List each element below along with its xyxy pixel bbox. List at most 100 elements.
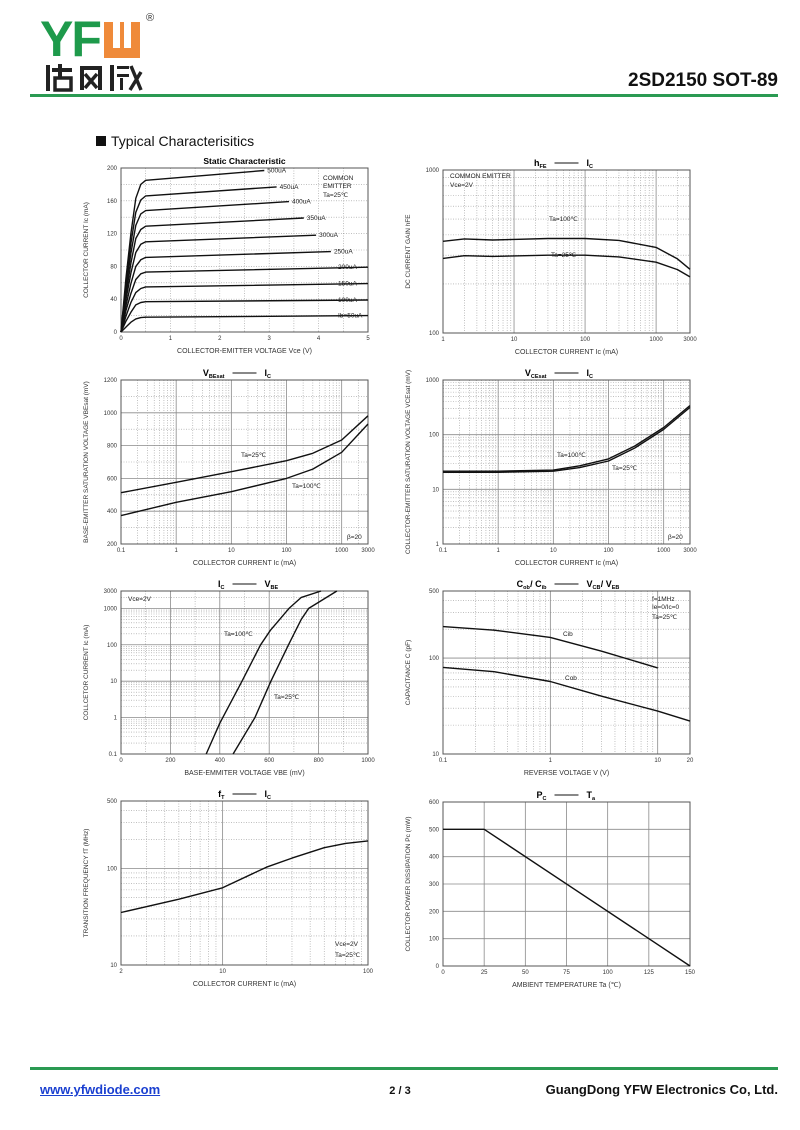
series-label: Ib=50uA bbox=[338, 313, 363, 320]
series-line bbox=[120, 840, 369, 914]
grid bbox=[121, 801, 368, 965]
y-axis-label: COLLCETOR CURRENT Ic (mA) bbox=[83, 625, 90, 721]
y-tick-label: 500 bbox=[429, 589, 440, 595]
y-axis-label: DC CURRENT GAIN hFE bbox=[405, 214, 412, 289]
title-part: I bbox=[587, 158, 590, 168]
title-subscript: ib bbox=[542, 585, 548, 591]
grid bbox=[121, 380, 368, 544]
y-tick-label: 1000 bbox=[104, 411, 118, 417]
company-name: GuangDong YFW Electronics Co, Ltd. bbox=[545, 1082, 778, 1097]
x-tick-label: 100 bbox=[363, 969, 374, 975]
chart-title-right: Ta bbox=[587, 790, 597, 802]
y-tick-label: 600 bbox=[429, 800, 440, 806]
y-tick-label: 0.1 bbox=[109, 752, 118, 758]
x-tick-label: 1 bbox=[169, 336, 173, 342]
y-tick-label: 10 bbox=[432, 752, 439, 758]
annotation: Ta=25℃ bbox=[652, 614, 678, 621]
annotation: f=1MHz bbox=[652, 596, 675, 603]
x-tick-label: 10 bbox=[511, 337, 518, 343]
x-tick-label: 1000 bbox=[335, 548, 349, 554]
series-line bbox=[120, 266, 369, 333]
title-subscript: EB bbox=[612, 585, 620, 591]
chart-title-left: fT bbox=[218, 789, 225, 801]
series-line bbox=[442, 254, 691, 278]
x-tick-label: 100 bbox=[282, 548, 293, 554]
y-tick-label: 1000 bbox=[104, 606, 118, 612]
header-divider bbox=[30, 94, 778, 97]
x-tick-label: 10 bbox=[219, 969, 226, 975]
series-line bbox=[442, 666, 691, 722]
y-tick-label: 120 bbox=[107, 232, 118, 238]
title-part: P bbox=[537, 790, 543, 800]
x-tick-label: 125 bbox=[644, 970, 655, 976]
chart-title-left: IC bbox=[218, 579, 225, 591]
x-tick-label: 100 bbox=[603, 970, 614, 976]
annotation: Ta=100℃ bbox=[557, 452, 587, 459]
y-tick-label: 500 bbox=[429, 827, 440, 833]
logo-cjk-mark-icon bbox=[46, 64, 143, 92]
series-line bbox=[232, 590, 338, 755]
plot-frame bbox=[442, 801, 691, 967]
annotation: β=20 bbox=[668, 534, 683, 541]
y-tick-label: 10 bbox=[110, 963, 117, 969]
series-label: 100uA bbox=[338, 297, 357, 304]
title-part: T bbox=[587, 790, 593, 800]
title-part: I bbox=[265, 368, 268, 378]
plot-frame bbox=[120, 800, 369, 966]
x-tick-label: 1000 bbox=[649, 337, 663, 343]
series-line bbox=[442, 625, 658, 669]
y-tick-label: 3000 bbox=[104, 589, 118, 595]
x-axis-label: COLLECTOR CURRENT Ic (mA) bbox=[515, 349, 618, 356]
y-axis-label: BASE-EMITTER SATURATION VOLTAGE VBEsat (… bbox=[83, 381, 90, 543]
annotation: COMMON bbox=[323, 175, 354, 182]
chart-title: Static Characteristic bbox=[203, 156, 285, 166]
x-tick-label: 150 bbox=[685, 970, 696, 976]
series-line bbox=[443, 828, 691, 967]
x-tick-label: 2 bbox=[218, 336, 222, 342]
y-axis-label: COLLECTOR-EMITTER SATURATION VOLTAGE VCE… bbox=[405, 370, 412, 554]
x-axis-label: COLLECTOR CURRENT Ic (mA) bbox=[515, 560, 618, 567]
title-part: / C bbox=[530, 579, 542, 589]
series-line bbox=[120, 169, 265, 333]
x-tick-label: 0 bbox=[119, 336, 123, 342]
y-tick-label: 100 bbox=[429, 656, 440, 662]
annotation: Ta=25℃ bbox=[241, 452, 267, 459]
title-subscript: ob bbox=[523, 585, 530, 591]
series-line bbox=[120, 186, 277, 333]
series-label: 150uA bbox=[338, 281, 357, 288]
website-link[interactable]: www.yfwdiode.com bbox=[40, 1082, 161, 1097]
x-tick-label: 25 bbox=[481, 970, 488, 976]
y-tick-label: 800 bbox=[107, 444, 118, 450]
y-tick-label: 1 bbox=[436, 542, 440, 548]
grid bbox=[121, 591, 368, 754]
title-part: V bbox=[525, 368, 531, 378]
y-tick-label: 500 bbox=[107, 799, 118, 805]
annotation: Vce=2V bbox=[128, 596, 152, 603]
annotation: COMMON EMITTER bbox=[450, 173, 511, 180]
chart-title-right: IC bbox=[587, 158, 594, 170]
annotation: Cib bbox=[563, 631, 573, 638]
x-tick-label: 0.1 bbox=[439, 548, 448, 554]
annotation: EMITTER bbox=[323, 183, 352, 190]
y-tick-label: 1000 bbox=[426, 378, 440, 384]
title-subscript: CB bbox=[593, 585, 601, 591]
x-tick-label: 1000 bbox=[657, 548, 671, 554]
title-subscript: C bbox=[589, 164, 593, 170]
title-part: h bbox=[534, 158, 540, 168]
x-axis-label: COLLECTOR CURRENT Ic (mA) bbox=[193, 560, 296, 567]
x-tick-label: 10 bbox=[228, 548, 235, 554]
plot-frame bbox=[120, 590, 369, 755]
plot-frame bbox=[442, 379, 691, 545]
plot-frame bbox=[442, 590, 691, 755]
title-subscript: FE bbox=[539, 164, 546, 170]
x-axis-label: COLLECTOR CURRENT Ic (mA) bbox=[193, 981, 296, 988]
y-tick-label: 100 bbox=[429, 433, 440, 439]
y-tick-label: 600 bbox=[107, 476, 118, 482]
grid bbox=[443, 380, 690, 544]
chart-5: 0 200 400 600 800 1000 0.1 1 10 100 1000 3000 BASE-E… bbox=[83, 579, 375, 777]
section-title: Typical Characterisitics bbox=[111, 133, 255, 149]
chart-title-left: PC bbox=[537, 790, 547, 802]
series-line bbox=[443, 405, 691, 472]
